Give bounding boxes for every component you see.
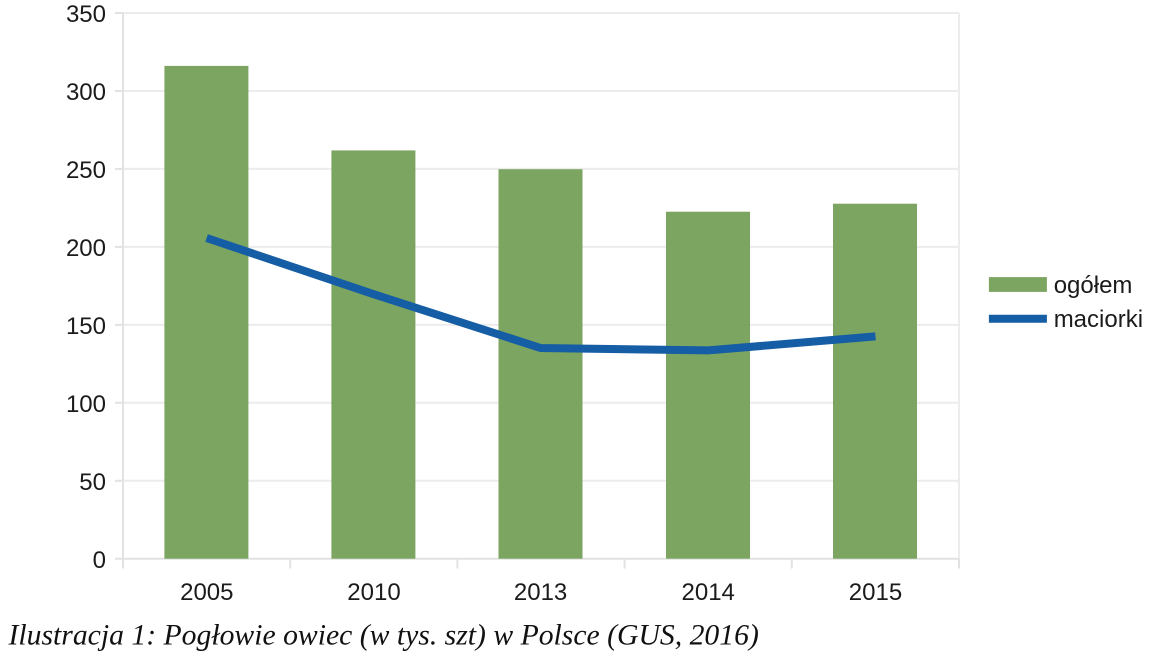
svg-text:maciorki: maciorki: [1054, 306, 1143, 333]
svg-text:2005: 2005: [180, 579, 233, 606]
svg-text:0: 0: [93, 547, 106, 574]
svg-text:2015: 2015: [849, 579, 902, 606]
svg-text:300: 300: [66, 79, 106, 106]
svg-text:2014: 2014: [682, 579, 735, 606]
svg-text:200: 200: [66, 235, 106, 262]
svg-text:50: 50: [79, 469, 106, 496]
svg-text:250: 250: [66, 157, 106, 184]
svg-text:ogółem: ogółem: [1054, 272, 1133, 299]
svg-text:100: 100: [66, 391, 106, 418]
svg-text:2010: 2010: [347, 579, 400, 606]
svg-text:Ilustracja 1: Pogłowie owiec (: Ilustracja 1: Pogłowie owiec (w tys. szt…: [8, 620, 759, 652]
svg-text:2013: 2013: [514, 579, 567, 606]
svg-text:350: 350: [66, 1, 106, 28]
svg-text:150: 150: [66, 313, 106, 340]
